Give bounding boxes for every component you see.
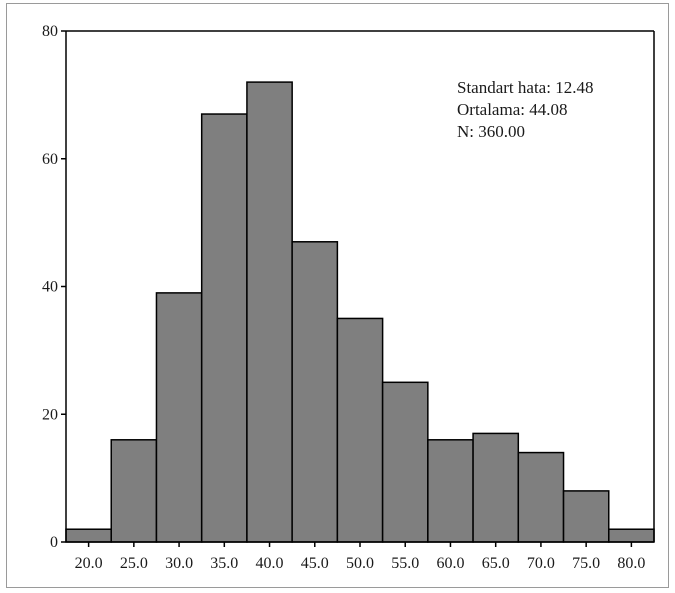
annotation-std-error: Standart hata: 12.48 — [457, 78, 593, 97]
histogram-bar-70.0 — [517, 451, 565, 543]
histogram-bar-65.0 — [472, 432, 520, 543]
bars-group — [65, 81, 655, 543]
x-tick-label: 35.0 — [210, 555, 238, 572]
x-tick-label: 65.0 — [482, 555, 510, 572]
histogram-chart: 0 20 40 60 80 20.0 25.0 30.0 35.0 40.0 45.0 50.0 55… — [42, 23, 655, 572]
x-tick-label: 60.0 — [436, 555, 464, 572]
x-tick-label: 75.0 — [572, 555, 600, 572]
x-tick-label: 50.0 — [346, 555, 374, 572]
y-tick-label: 0 — [50, 534, 58, 551]
histogram-bar-75.0 — [562, 490, 610, 543]
histogram-bar-80.0 — [608, 528, 655, 543]
x-tick-label: 80.0 — [617, 555, 645, 572]
histogram-bar-30.0 — [155, 292, 203, 543]
histogram-bar-20.0 — [65, 528, 112, 543]
y-tick-label: 40 — [42, 279, 58, 296]
histogram-bar-60.0 — [427, 439, 474, 543]
x-ticks-group: 20.0 25.0 30.0 35.0 40.0 45.0 50.0 55.0 60.0 65.0… — [75, 542, 645, 572]
histogram-bar-40.0 — [246, 81, 293, 543]
x-tick-label: 55.0 — [391, 555, 419, 572]
y-ticks-group: 0 20 40 60 80 — [42, 23, 66, 551]
histogram-bar-45.0 — [291, 241, 339, 543]
x-tick-label: 25.0 — [120, 555, 148, 572]
x-tick-label: 40.0 — [256, 555, 284, 572]
histogram-bar-35.0 — [200, 113, 248, 543]
chart-frame: 0 20 40 60 80 20.0 25.0 30.0 35.0 40.0 45.0 50.0 55… — [6, 3, 669, 588]
histogram-bar-55.0 — [381, 381, 429, 543]
y-tick-label: 60 — [42, 151, 58, 168]
x-tick-label: 20.0 — [75, 555, 103, 572]
y-tick-label: 20 — [42, 406, 58, 423]
histogram-bar-50.0 — [336, 317, 384, 543]
x-tick-label: 45.0 — [301, 555, 329, 572]
y-tick-label: 80 — [42, 23, 58, 40]
annotation-n: N: 360.00 — [457, 122, 525, 141]
x-tick-label: 70.0 — [527, 555, 555, 572]
x-tick-label: 30.0 — [165, 555, 193, 572]
histogram-bar-25.0 — [110, 439, 158, 543]
annotation-mean: Ortalama: 44.08 — [457, 100, 567, 119]
